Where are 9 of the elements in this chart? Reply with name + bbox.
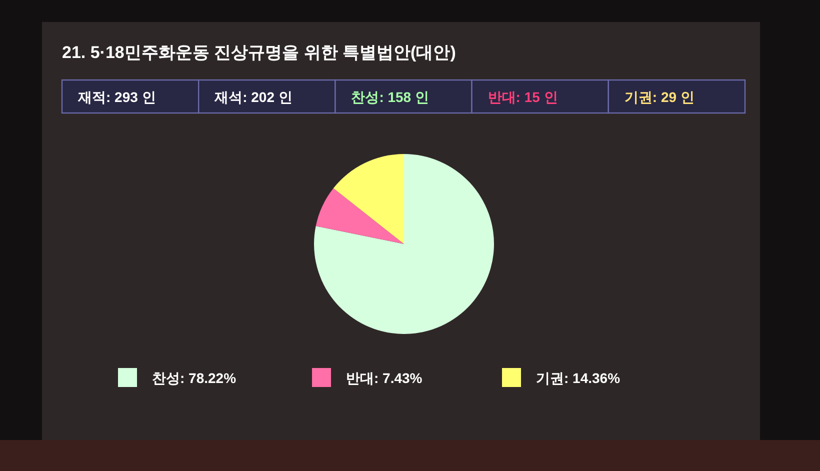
annotation: 재적: 293 인 [61, 79, 200, 114]
legend-label: 찬성: 78.22% [152, 370, 237, 386]
annotation: 기권: 29 인 [608, 79, 746, 114]
title: 21. 5·18민주화운동 진상규명을 위한 특별법안(대안) [62, 43, 456, 62]
annotation: 재석: 202 인 [198, 79, 336, 114]
annotation: 찬성: 158 인 [334, 79, 472, 114]
legend-label: 반대: 7.43% [346, 370, 423, 386]
annotation: 반대: 15 인 [471, 79, 609, 114]
legend-label: 기권: 14.36% [536, 370, 621, 386]
